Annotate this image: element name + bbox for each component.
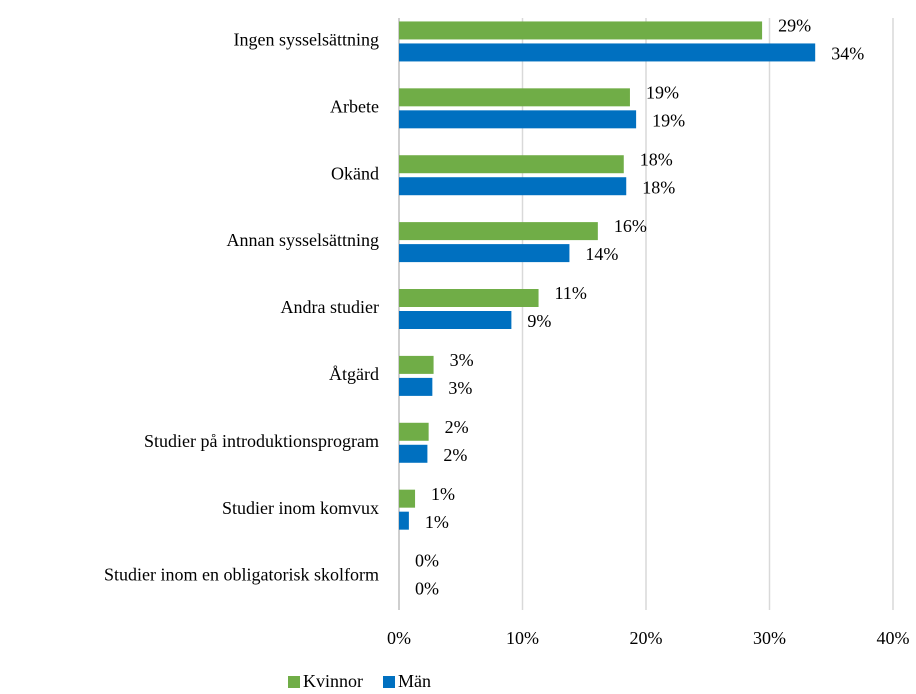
- bar: [399, 422, 429, 441]
- y-tick-label: Ingen sysselsättning: [234, 30, 380, 50]
- data-label: 16%: [614, 216, 647, 236]
- bar: [399, 88, 630, 107]
- bar: [399, 511, 409, 530]
- y-tick-label: Åtgärd: [329, 364, 379, 384]
- legend-swatch: [383, 676, 395, 688]
- bar: [399, 43, 816, 62]
- bar: [399, 444, 428, 463]
- bar: [399, 21, 763, 40]
- data-label: 11%: [555, 283, 587, 303]
- data-label: 18%: [642, 177, 675, 197]
- x-tick-label: 40%: [877, 628, 910, 648]
- legend-label: Kvinnor: [303, 671, 363, 691]
- data-label: 9%: [527, 311, 551, 331]
- data-label: 34%: [831, 44, 864, 64]
- x-tick-label: 30%: [753, 628, 786, 648]
- data-label: 1%: [431, 484, 455, 504]
- bar: [399, 489, 416, 508]
- data-label: 3%: [448, 378, 472, 398]
- bar: [399, 244, 570, 263]
- bar: [399, 355, 434, 374]
- data-label: 0%: [415, 551, 439, 571]
- data-label: 3%: [450, 350, 474, 370]
- data-label: 19%: [652, 110, 685, 130]
- x-tick-label: 0%: [387, 628, 411, 648]
- data-label: 0%: [415, 579, 439, 599]
- data-label: 18%: [640, 149, 673, 169]
- bar: [399, 311, 512, 329]
- legend-swatch: [288, 676, 300, 688]
- data-label: 29%: [778, 16, 811, 36]
- y-tick-label: Studier på introduktionsprogram: [144, 431, 379, 451]
- bar: [399, 177, 627, 196]
- y-tick-label: Annan sysselsättning: [227, 230, 380, 250]
- bar: [399, 155, 624, 174]
- bar: [399, 377, 433, 396]
- bar: [399, 110, 637, 129]
- y-tick-label: Andra studier: [281, 297, 379, 317]
- bar: [399, 289, 539, 307]
- y-tick-label: Arbete: [330, 96, 379, 116]
- data-label: 2%: [445, 417, 469, 437]
- x-tick-label: 10%: [506, 628, 539, 648]
- y-tick-label: Okänd: [331, 163, 379, 183]
- bar: [399, 222, 598, 241]
- data-label: 1%: [425, 512, 449, 532]
- x-tick-label: 20%: [630, 628, 663, 648]
- y-tick-label: Studier inom en obligatorisk skolform: [104, 565, 379, 585]
- data-label: 14%: [585, 244, 618, 264]
- data-label: 19%: [646, 82, 679, 102]
- legend-label: Män: [398, 671, 431, 691]
- y-tick-label: Studier inom komvux: [222, 498, 379, 518]
- data-label: 2%: [443, 445, 467, 465]
